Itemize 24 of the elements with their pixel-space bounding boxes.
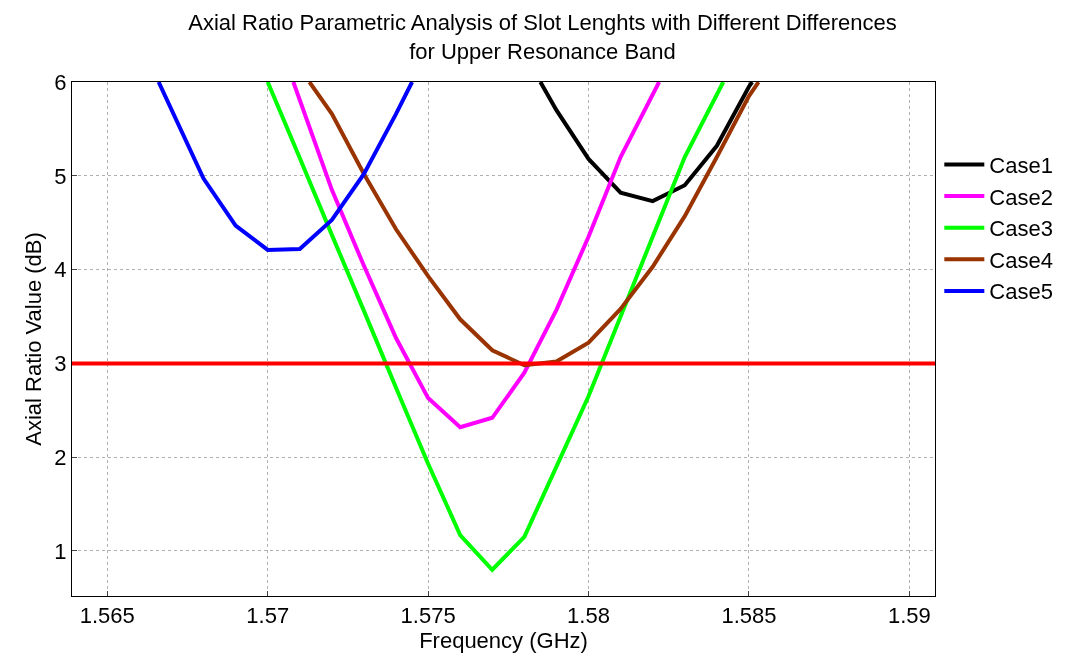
x-tick-label: 1.565 — [79, 603, 135, 629]
legend-label: Case5 — [989, 279, 1053, 305]
x-tick-label: 1.58 — [567, 603, 610, 629]
line-series — [265, 82, 726, 572]
y-tick-label: 2 — [54, 444, 67, 470]
legend-label: Case3 — [989, 216, 1053, 242]
x-axis-title: Frequency (GHz) — [419, 628, 588, 654]
y-tick-label: 4 — [54, 257, 67, 283]
legend-label: Case4 — [989, 247, 1053, 273]
y-tick-label: 6 — [54, 69, 67, 95]
y-tick-label: 3 — [54, 351, 67, 377]
chart-title: Axial Ratio Parametric Analysis of Slot Lenghts with Different Differences for Upper Resonance Band — [188, 10, 897, 64]
line-series — [291, 82, 662, 430]
x-tick-label: 1.585 — [721, 603, 777, 629]
x-tick-label: 1.59 — [887, 603, 931, 629]
y-tick-label: 1 — [54, 538, 67, 564]
y-axis-title: Axial Ratio Value (dB) — [21, 232, 47, 446]
y-tick-label: 5 — [54, 163, 67, 189]
legend-label: Case2 — [989, 184, 1053, 210]
line-series — [307, 82, 761, 368]
legend-label: Case1 — [989, 153, 1053, 179]
x-tick-label: 1.575 — [400, 603, 456, 629]
line-series — [156, 82, 415, 252]
x-tick-label: 1.57 — [246, 603, 290, 629]
